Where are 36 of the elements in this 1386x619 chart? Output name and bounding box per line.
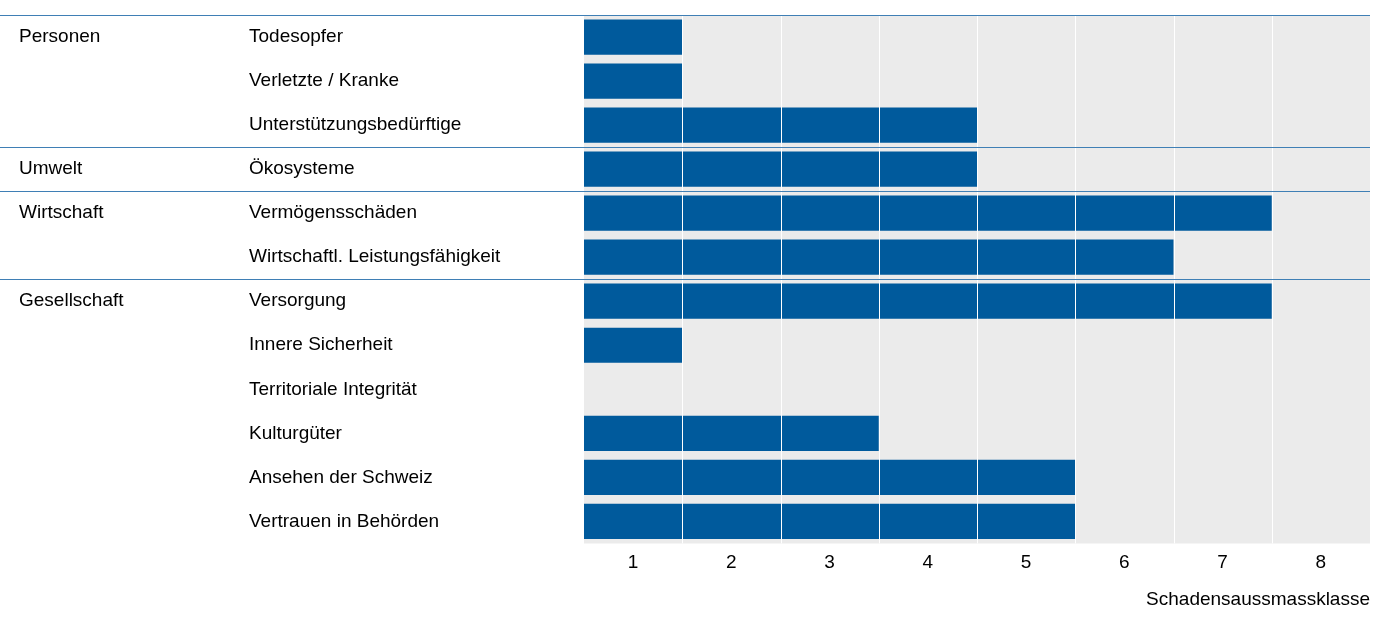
y-tick-label: Vermögensschäden	[249, 201, 417, 223]
bar	[584, 283, 1272, 319]
x-tick-label: 3	[824, 551, 835, 573]
y-tick-label: Ansehen der Schweiz	[249, 465, 433, 487]
text: Personen	[19, 25, 101, 47]
x-tick-label: 4	[922, 551, 934, 573]
y-tick-label: Wirtschaftl. Leistungsfähigkeit	[249, 245, 502, 267]
x-tick-label: 8	[1315, 551, 1327, 573]
x-tick-label: 7	[1217, 551, 1228, 573]
bar	[584, 195, 1272, 231]
x-tick-label: 1	[627, 551, 639, 573]
bar	[584, 503, 1076, 539]
x-tick-label: 6	[1119, 551, 1130, 573]
y-tick-label: Todesopfer	[249, 25, 344, 47]
bar	[584, 107, 977, 143]
text: Wirtschaft	[19, 201, 105, 223]
y-tick-label: Ökosysteme	[249, 157, 355, 179]
bar	[584, 151, 977, 187]
y-tick-label: Innere Sicherheit	[249, 333, 394, 355]
text: Gesellschaft	[19, 289, 125, 311]
y-tick-label: Versorgung	[249, 289, 347, 311]
bar	[584, 415, 879, 451]
y-tick-label: Vertrauen in Behörden	[249, 509, 440, 531]
x-tick-label: 5	[1020, 551, 1032, 573]
y-tick-label: Kulturgüter	[249, 421, 343, 443]
bar	[584, 239, 1174, 275]
text: Umwelt	[19, 157, 84, 179]
bar	[584, 19, 683, 55]
y-tick-label: Territoriale Integrität	[249, 377, 418, 399]
bar	[584, 459, 1076, 495]
bar	[584, 327, 683, 363]
x-axis-title: Schadensaussmassklasse	[1146, 587, 1370, 609]
y-tick-label: Unterstützungsbedürftige	[249, 113, 462, 135]
y-tick-label: Verletzte / Kranke	[249, 69, 399, 91]
bar	[584, 63, 683, 99]
x-tick-label: 2	[726, 551, 737, 573]
